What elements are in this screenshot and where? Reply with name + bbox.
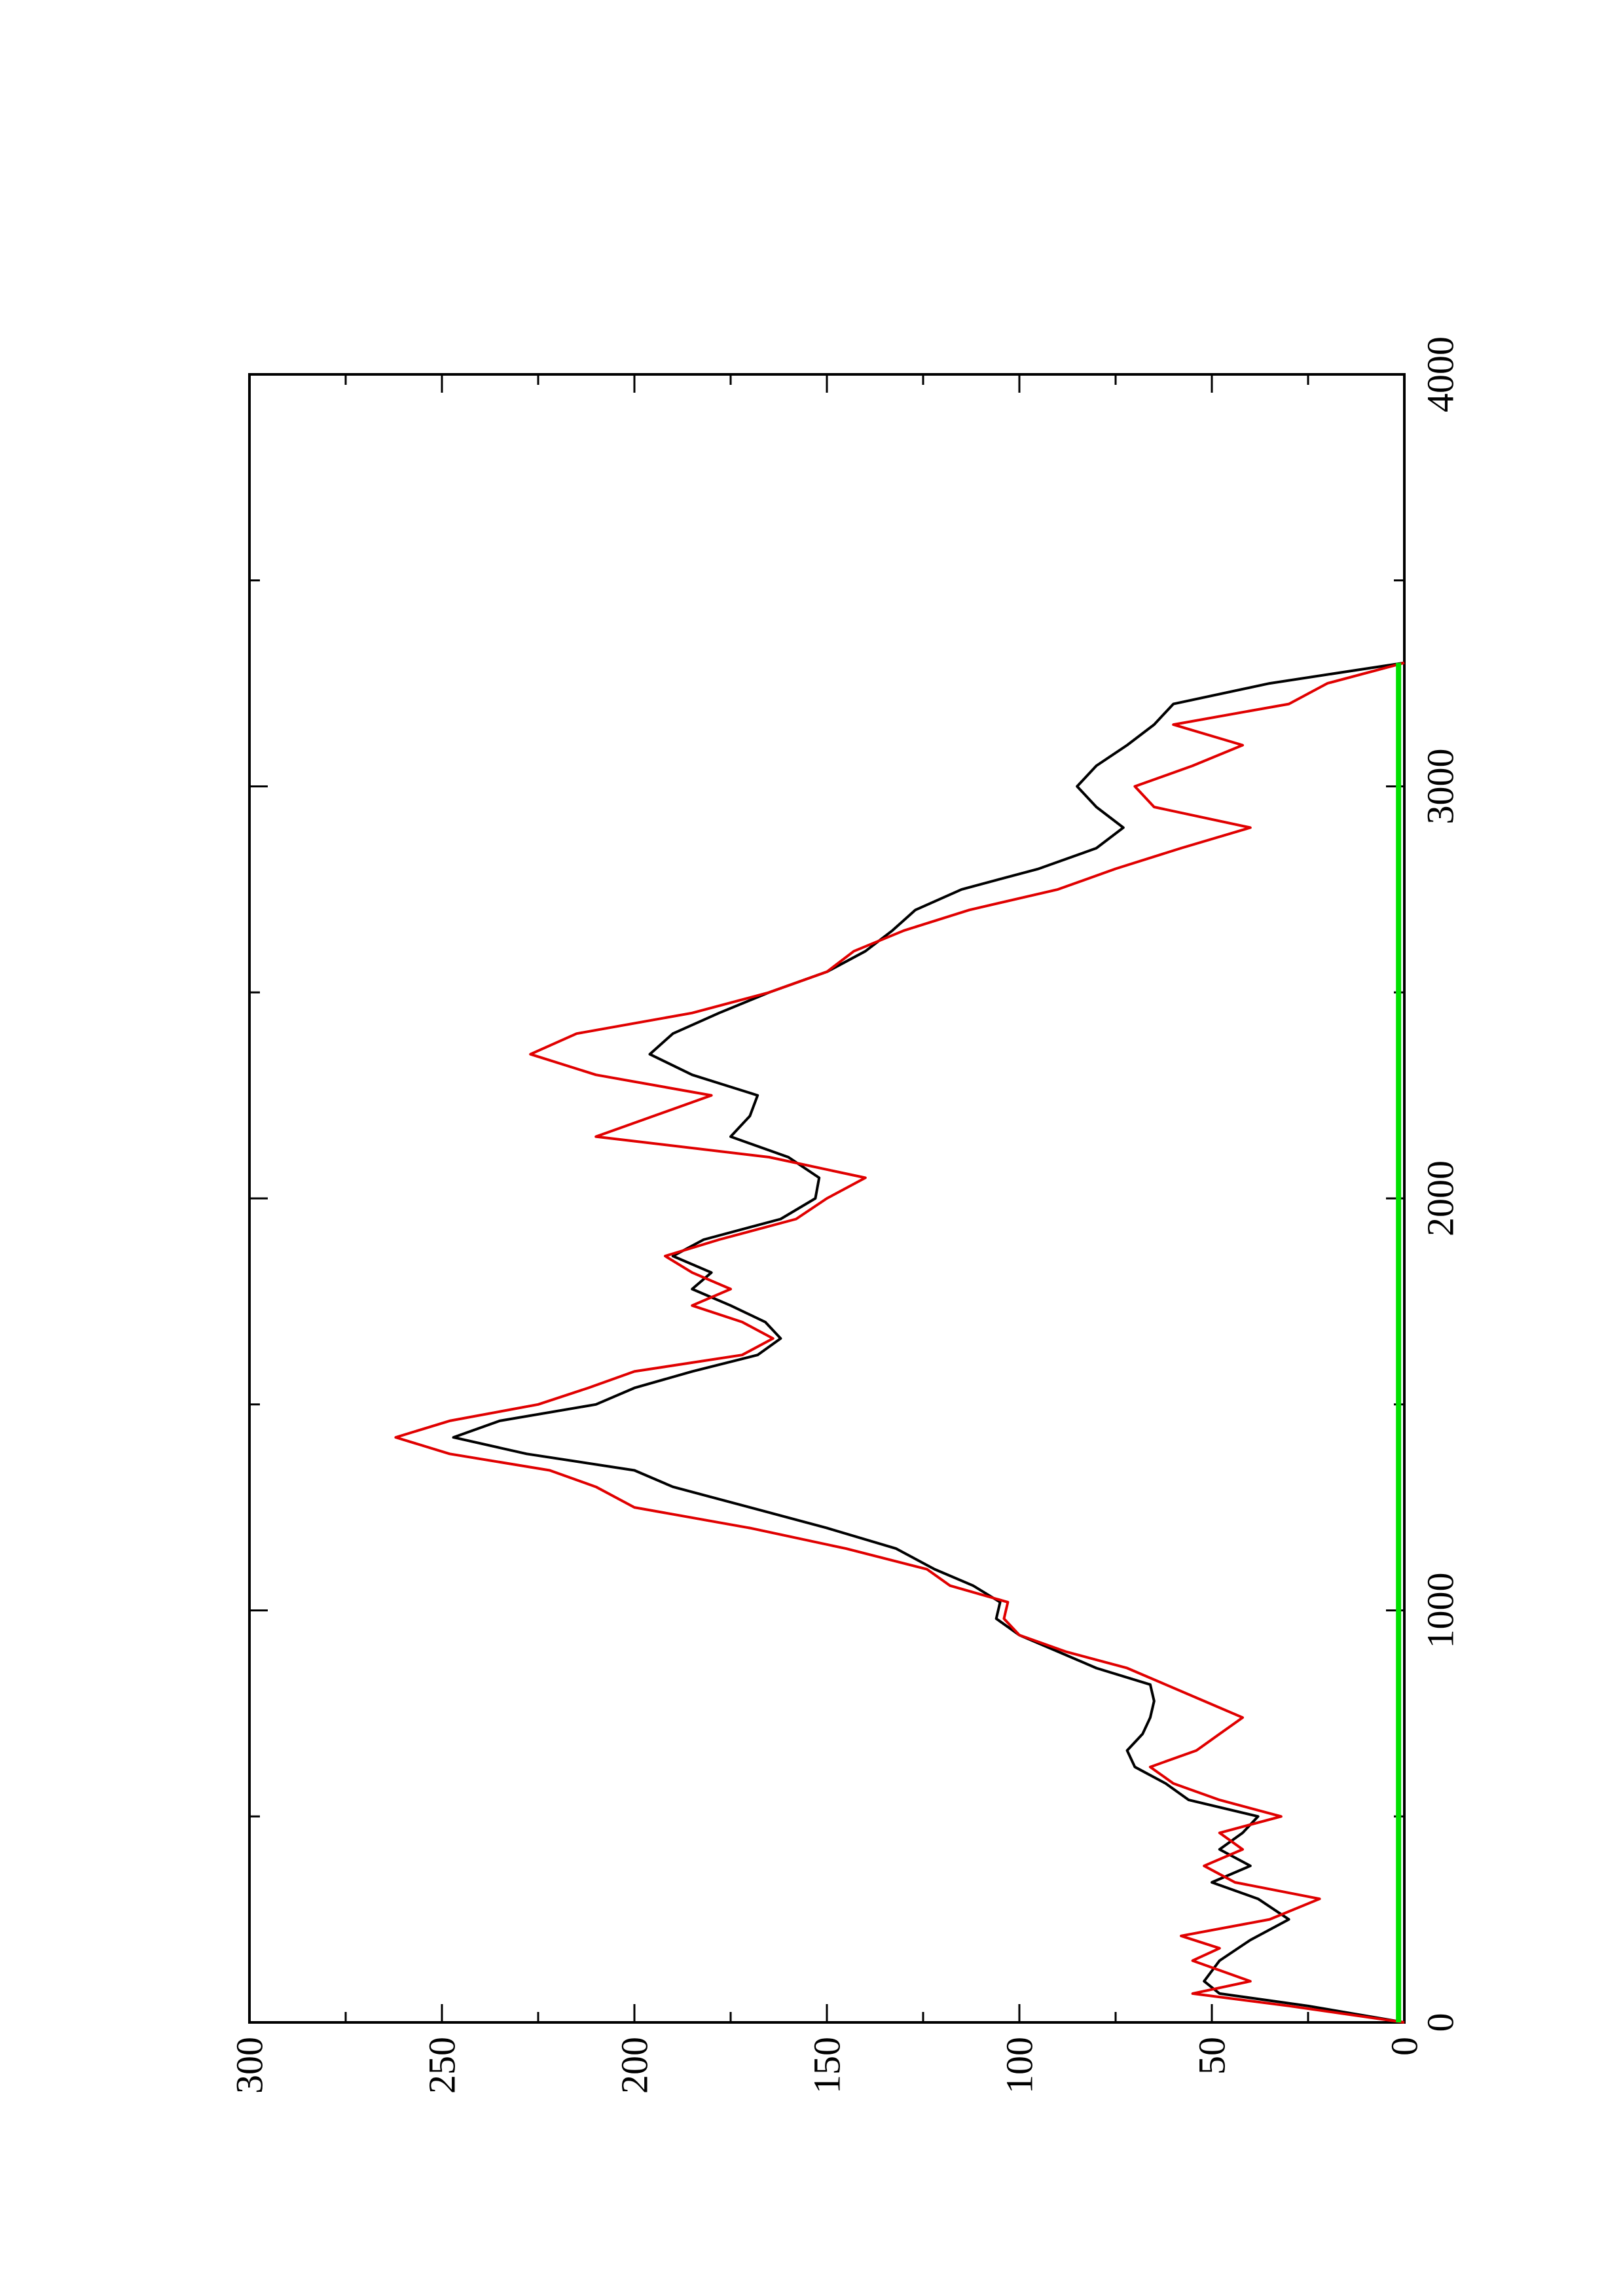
y-tick-label: 0 <box>1383 2037 1426 2056</box>
x-tick-label: 3000 <box>1419 749 1462 825</box>
y-tick-label: 150 <box>806 2037 848 2094</box>
y-tick-label: 50 <box>1191 2037 1233 2075</box>
series-line-1 <box>452 661 1405 2024</box>
tick-marks <box>248 373 1406 2024</box>
tick-labels: 0 1000 2000 3000 4000 0 50 100 150 200 250 300 <box>228 336 1462 2094</box>
y-tick-label: 300 <box>228 2037 271 2094</box>
y-tick-label: 250 <box>421 2037 464 2094</box>
y-tick-label: 100 <box>998 2037 1041 2094</box>
x-tick-label: 2000 <box>1419 1160 1462 1236</box>
y-tick-label: 200 <box>613 2037 656 2094</box>
x-tick-label: 0 <box>1419 2013 1462 2032</box>
series-line-2 <box>394 661 1405 2024</box>
x-tick-label: 4000 <box>1419 336 1462 412</box>
x-tick-label: 1000 <box>1419 1573 1462 1649</box>
series-layer <box>394 661 1405 2024</box>
